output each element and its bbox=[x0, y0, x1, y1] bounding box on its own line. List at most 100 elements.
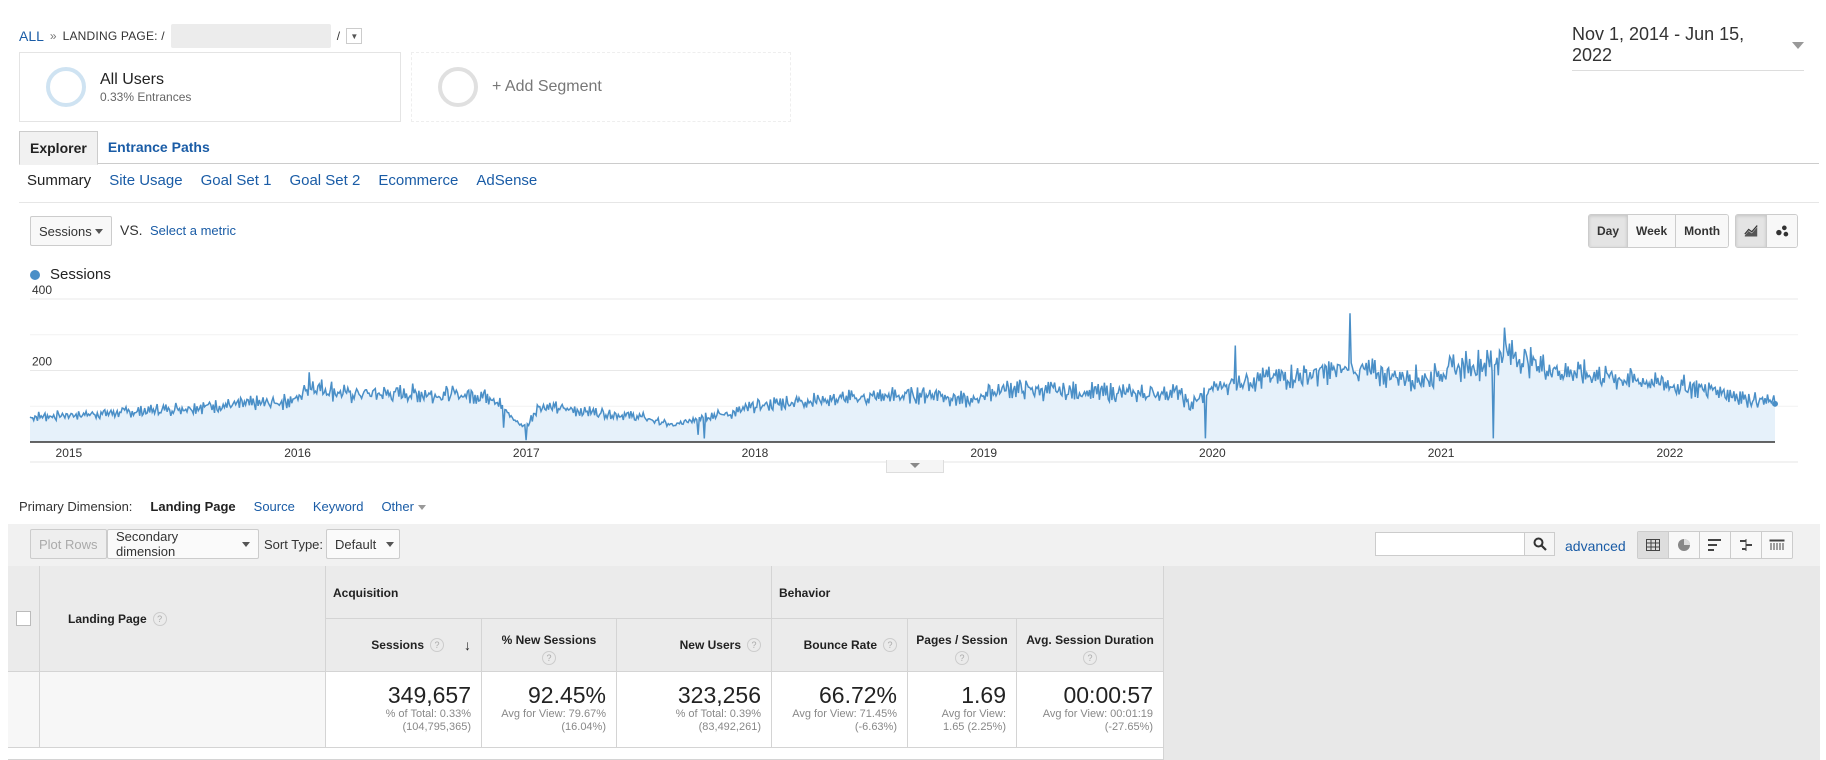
dimension-keyword[interactable]: Keyword bbox=[312, 499, 364, 514]
secondary-dimension-label: Secondary dimension bbox=[116, 529, 179, 559]
pie-chart-view-icon[interactable] bbox=[1669, 532, 1700, 558]
explorer-subtabs: Summary Site Usage Goal Set 1 Goal Set 2… bbox=[27, 172, 537, 189]
landing-page-header[interactable]: Landing Page? bbox=[40, 566, 326, 672]
x-tick-label: 2022 bbox=[1656, 446, 1683, 460]
subtab-summary[interactable]: Summary bbox=[27, 172, 92, 189]
new-sessions-total-sub1: Avg for View: 79.67% bbox=[501, 708, 606, 720]
new-users-total: 323,256 bbox=[677, 682, 761, 708]
help-icon[interactable]: ? bbox=[1083, 651, 1097, 665]
search-icon[interactable] bbox=[1524, 532, 1555, 556]
granularity-month-button[interactable]: Month bbox=[1676, 215, 1729, 247]
sessions-chart: 400 200 2015 2016 2017 2018 2019 2020 2021 2022 bbox=[29, 285, 1798, 463]
avg-session-duration-total-sub1: Avg for View: 00:01:19 bbox=[1042, 708, 1153, 720]
granularity-week-button[interactable]: Week bbox=[1628, 215, 1677, 247]
sessions-area bbox=[30, 313, 1775, 442]
primary-dimension-label: Primary Dimension: bbox=[19, 499, 133, 514]
secondary-dimension-select[interactable]: Secondary dimension bbox=[107, 529, 259, 559]
sessions-column-label: Sessions bbox=[371, 638, 424, 652]
sessions-column-header[interactable]: Sessions? ↓ bbox=[326, 619, 482, 672]
segment-ring-icon bbox=[46, 67, 86, 107]
bounce-rate-total-sub2: (-6.63%) bbox=[854, 721, 897, 733]
new-sessions-column-header[interactable]: % New Sessions? bbox=[482, 619, 617, 672]
help-icon[interactable]: ? bbox=[955, 651, 969, 665]
x-tick-label: 2017 bbox=[513, 446, 540, 460]
last-point-marker bbox=[1772, 400, 1778, 407]
tab-explorer[interactable]: Explorer bbox=[19, 131, 98, 165]
subtab-goal-set-2[interactable]: Goal Set 2 bbox=[289, 172, 361, 189]
acquisition-group-label: Acquisition bbox=[333, 586, 399, 600]
add-segment-ring-icon bbox=[438, 67, 478, 107]
subtab-adsense[interactable]: AdSense bbox=[476, 172, 538, 189]
granularity-day-button[interactable]: Day bbox=[1589, 215, 1629, 247]
segment-subtitle: 0.33% Entrances bbox=[100, 89, 192, 104]
avg-session-duration-total-sub2: (-27.65%) bbox=[1104, 721, 1153, 733]
metric-select[interactable]: Sessions bbox=[30, 216, 112, 246]
bounce-rate-column-header[interactable]: Bounce Rate? bbox=[772, 619, 908, 672]
sessions-total-sub1: % of Total: 0.33% bbox=[385, 708, 471, 720]
select-metric-link[interactable]: Select a metric bbox=[150, 223, 236, 238]
select-all-checkbox[interactable] bbox=[16, 611, 31, 626]
y-tick-label: 200 bbox=[32, 355, 52, 369]
help-icon[interactable]: ? bbox=[542, 651, 556, 665]
new-sessions-column-label: % New Sessions bbox=[501, 633, 597, 647]
bounce-rate-column-label: Bounce Rate bbox=[803, 638, 877, 652]
chevron-down-icon bbox=[1792, 41, 1804, 49]
sessions-total-cell: 349,657 % of Total: 0.33% (104,795,365) bbox=[326, 672, 482, 748]
avg-session-duration-column-header[interactable]: Avg. Session Duration? bbox=[1017, 619, 1164, 672]
dimension-landing-page[interactable]: Landing Page bbox=[150, 499, 236, 514]
sort-type-select[interactable]: Default bbox=[326, 529, 400, 559]
behavior-group-label: Behavior bbox=[779, 586, 831, 600]
help-icon[interactable]: ? bbox=[152, 611, 167, 626]
help-icon[interactable]: ? bbox=[430, 638, 444, 652]
data-table-view-icon[interactable] bbox=[1638, 532, 1669, 558]
breadcrumb-dropdown-icon[interactable]: ▼ bbox=[346, 28, 363, 44]
plot-rows-button[interactable]: Plot Rows bbox=[30, 529, 107, 559]
help-icon[interactable]: ? bbox=[747, 638, 761, 652]
line-chart-icon[interactable] bbox=[1736, 215, 1767, 247]
pages-session-column-label: Pages / Session bbox=[916, 633, 1008, 647]
pages-session-column-header[interactable]: Pages / Session? bbox=[908, 619, 1017, 672]
redacted-path bbox=[170, 24, 331, 48]
date-range-picker[interactable]: Nov 1, 2014 - Jun 15, 2022 bbox=[1572, 24, 1804, 71]
table-row bbox=[8, 748, 1164, 760]
bounce-rate-total-sub1: Avg for View: 71.45% bbox=[792, 708, 897, 720]
subtab-site-usage[interactable]: Site Usage bbox=[109, 172, 183, 189]
avg-session-duration-total-cell: 00:00:57 Avg for View: 00:01:19 (-27.65%… bbox=[1017, 672, 1164, 748]
primary-dimension-bar: Primary Dimension: Landing Page Source K… bbox=[19, 499, 426, 514]
chart-legend: Sessions bbox=[30, 266, 111, 283]
dimension-source[interactable]: Source bbox=[253, 499, 295, 514]
totals-label-cell bbox=[40, 672, 326, 748]
help-icon[interactable]: ? bbox=[883, 638, 897, 652]
performance-view-icon[interactable] bbox=[1700, 532, 1731, 558]
chevron-down-icon bbox=[417, 505, 426, 511]
pages-session-total-cell: 1.69 Avg for View: 1.65 (2.25%) bbox=[908, 672, 1017, 748]
add-segment-button[interactable]: + Add Segment bbox=[411, 52, 791, 122]
x-tick-label: 2019 bbox=[970, 446, 997, 460]
avg-session-duration-total: 00:00:57 bbox=[1063, 682, 1153, 708]
segment-all-users[interactable]: All Users 0.33% Entrances bbox=[19, 52, 401, 122]
subtab-goal-set-1[interactable]: Goal Set 1 bbox=[200, 172, 272, 189]
dimension-other[interactable]: Other bbox=[381, 499, 426, 514]
new-users-column-label: New Users bbox=[679, 638, 741, 652]
select-all-cell bbox=[8, 566, 40, 672]
granularity-toggle: Day Week Month bbox=[1588, 214, 1730, 248]
new-sessions-total: 92.45% bbox=[527, 682, 606, 708]
comparison-view-icon[interactable] bbox=[1731, 532, 1762, 558]
new-users-column-header[interactable]: New Users? bbox=[617, 619, 772, 672]
sessions-line bbox=[29, 313, 1776, 441]
chart-type-toggle bbox=[1735, 214, 1798, 248]
acquisition-group-header: Acquisition bbox=[326, 566, 772, 619]
tab-entrance-paths[interactable]: Entrance Paths bbox=[107, 139, 210, 155]
chevron-down-icon bbox=[910, 463, 920, 468]
pivot-view-icon[interactable] bbox=[1762, 532, 1792, 558]
sort-type-label: Sort Type: bbox=[264, 537, 324, 552]
subtab-ecommerce[interactable]: Ecommerce bbox=[378, 172, 459, 189]
motion-chart-icon[interactable] bbox=[1767, 215, 1797, 247]
advanced-filter-link[interactable]: advanced bbox=[1565, 538, 1626, 554]
breadcrumb-separator: » bbox=[49, 29, 57, 43]
avg-session-duration-column-label: Avg. Session Duration bbox=[1026, 633, 1154, 647]
divider bbox=[19, 202, 1819, 203]
breadcrumb-all-link[interactable]: ALL bbox=[19, 28, 44, 44]
chevron-down-icon bbox=[386, 541, 395, 547]
chart-collapse-handle[interactable] bbox=[886, 460, 944, 473]
